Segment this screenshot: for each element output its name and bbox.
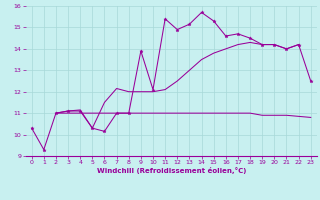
X-axis label: Windchill (Refroidissement éolien,°C): Windchill (Refroidissement éolien,°C) <box>97 167 246 174</box>
